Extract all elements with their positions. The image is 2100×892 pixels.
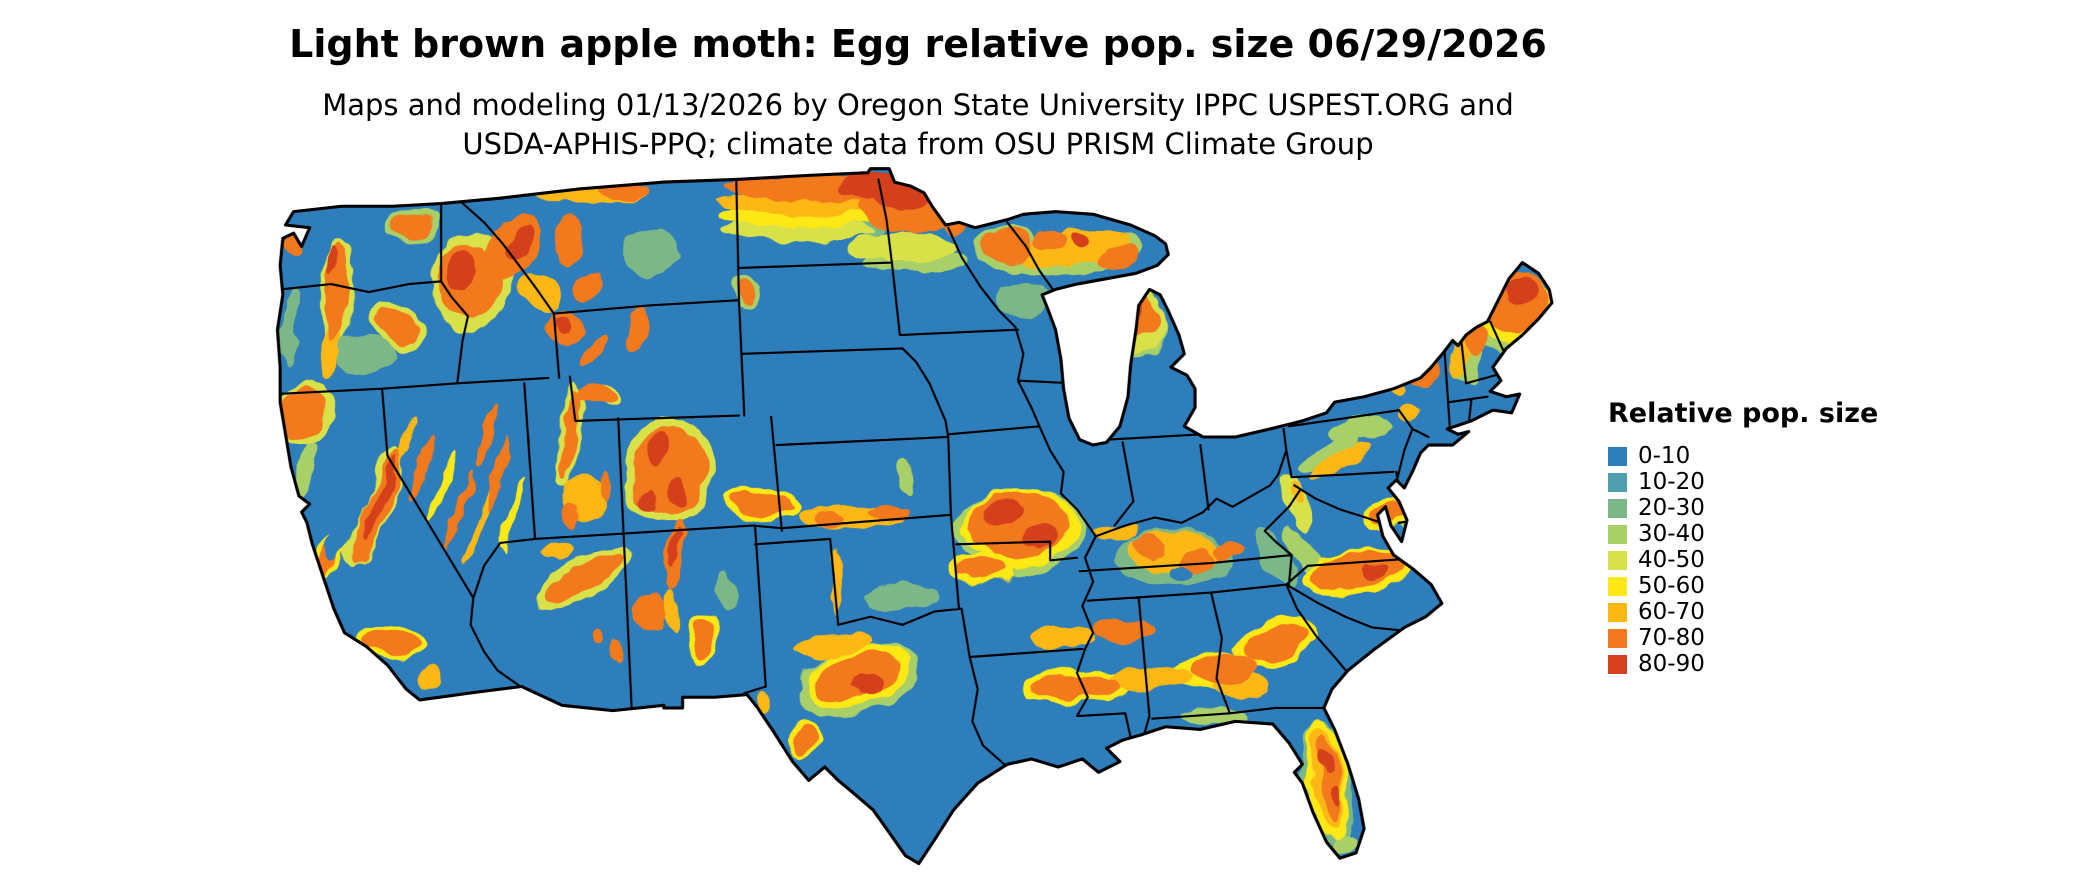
raster-blobs (277, 171, 1547, 853)
us-map (275, 167, 1554, 866)
legend-swatch (1608, 472, 1627, 492)
legend-item: 10-20 (1608, 469, 1878, 495)
header: Light brown apple moth: Egg relative pop… (0, 22, 1836, 164)
us-map-figure (272, 166, 1560, 877)
legend-swatch (1608, 602, 1627, 622)
page-subtitle: Maps and modeling 01/13/2026 by Oregon S… (0, 86, 1836, 164)
legend-item: 60-70 (1608, 599, 1878, 625)
legend-swatch (1608, 654, 1627, 674)
legend-label: 10-20 (1638, 469, 1705, 495)
legend-swatch (1608, 498, 1627, 518)
state-borders (277, 178, 1505, 769)
page-title: Light brown apple moth: Egg relative pop… (289, 22, 1547, 66)
legend-label: 70-80 (1638, 625, 1705, 651)
map-legend: Relative pop. size 0-10 10-20 20-30 30-4… (1608, 398, 1878, 677)
legend-label: 60-70 (1638, 599, 1705, 625)
legend-swatch (1608, 524, 1627, 544)
legend-swatch (1608, 628, 1627, 648)
legend-swatch (1608, 550, 1627, 570)
subtitle-line-2: USDA-APHIS-PPQ; climate data from OSU PR… (462, 127, 1374, 161)
legend-label: 40-50 (1638, 547, 1705, 573)
legend-label: 30-40 (1638, 521, 1705, 547)
legend-label: 50-60 (1638, 573, 1705, 599)
legend-label: 20-30 (1638, 495, 1705, 521)
legend-item: 0-10 (1608, 443, 1878, 469)
legend-swatch (1608, 446, 1627, 466)
legend-item: 70-80 (1608, 625, 1878, 651)
map-raster (277, 168, 1552, 864)
legend-item: 50-60 (1608, 573, 1878, 599)
subtitle-line-1: Maps and modeling 01/13/2026 by Oregon S… (322, 88, 1514, 122)
legend-item: 20-30 (1608, 495, 1878, 521)
legend-label: 80-90 (1638, 651, 1705, 677)
legend-swatch (1608, 576, 1627, 596)
legend-item: 40-50 (1608, 547, 1878, 573)
legend-item: 30-40 (1608, 521, 1878, 547)
legend-title: Relative pop. size (1608, 398, 1879, 429)
legend-label: 0-10 (1638, 443, 1691, 469)
legend-item: 80-90 (1608, 651, 1878, 677)
